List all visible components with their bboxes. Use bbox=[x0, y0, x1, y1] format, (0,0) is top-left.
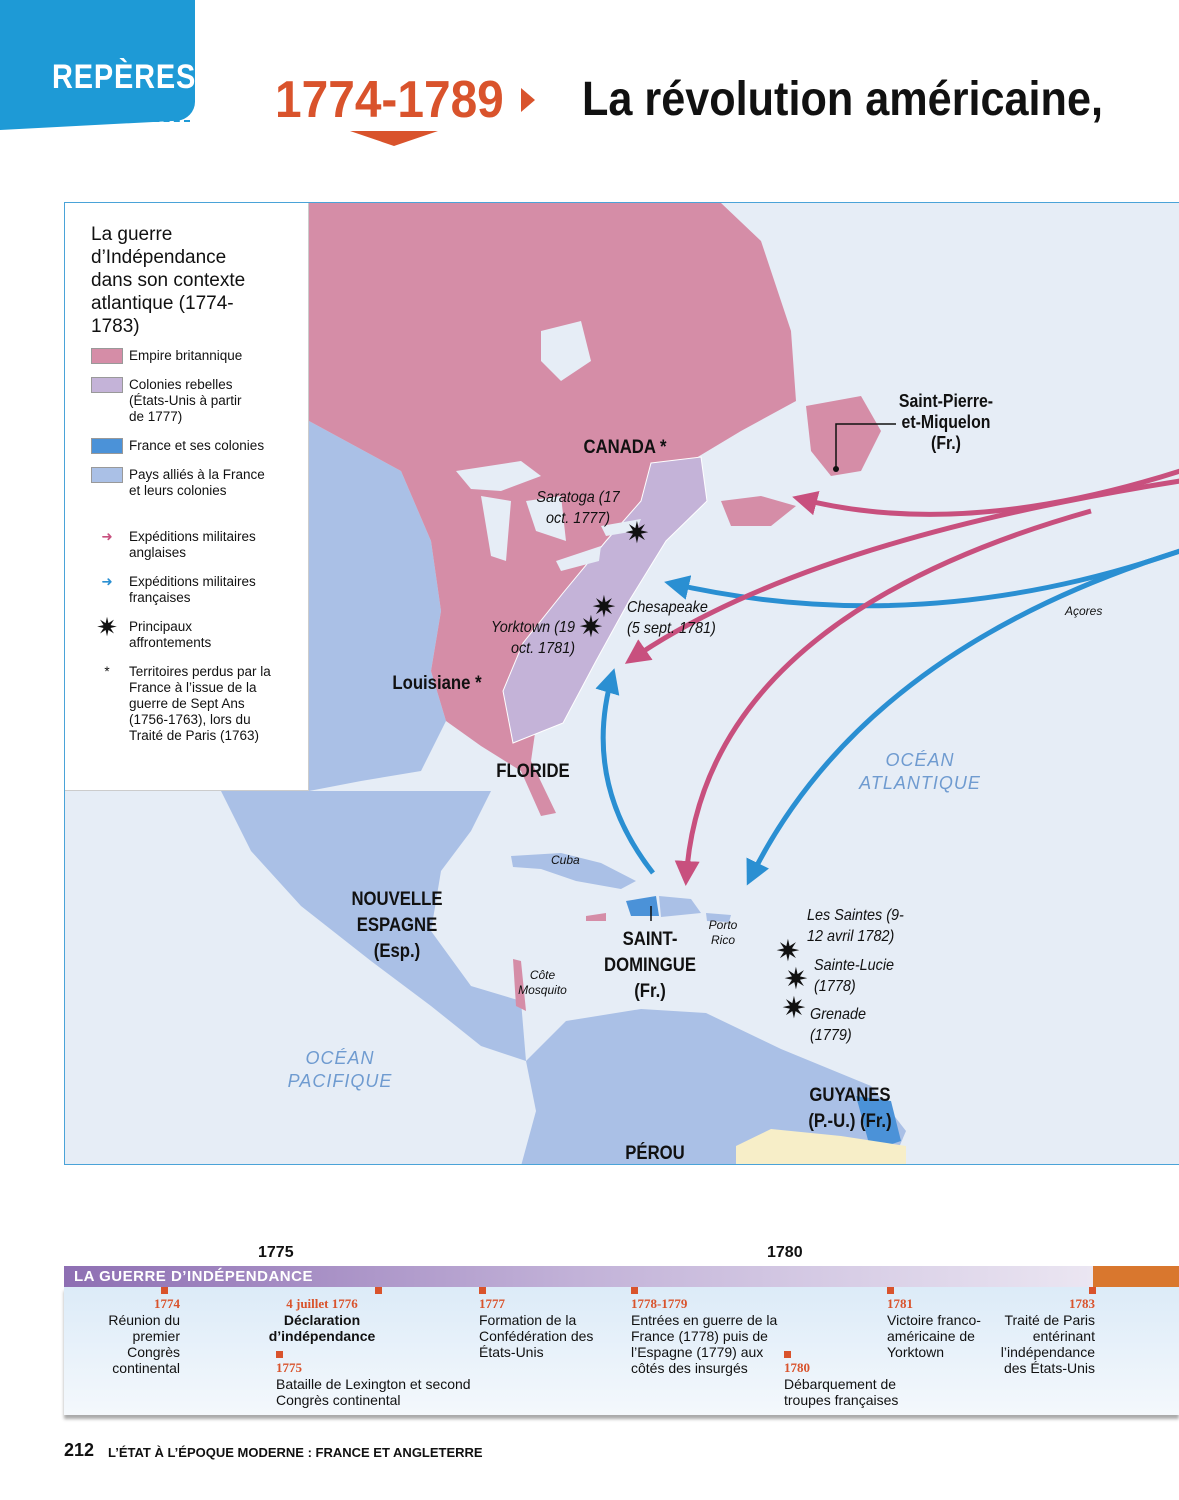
timeline-event: 1783 Traité de Paris entérinant l’indépen… bbox=[1000, 1296, 1095, 1376]
label-saratoga: Saratoga (17 oct. 1777) bbox=[536, 489, 620, 527]
timeline-event: 1775 Bataille de Lexington et second Cong… bbox=[276, 1360, 471, 1408]
map-legend: La guerre d’Indépendance dans son contex… bbox=[65, 203, 309, 791]
page-number: 212 bbox=[64, 1440, 95, 1460]
legend-title: La guerre d’Indépendance dans son contex… bbox=[91, 224, 246, 337]
triangle-down-icon bbox=[350, 131, 438, 146]
timeline-label: LA GUERRE D’INDÉPENDANCE bbox=[74, 1268, 313, 1285]
battle-star-icon: ✷ bbox=[96, 612, 118, 642]
timeline-bar-after bbox=[1093, 1266, 1179, 1287]
label-cote-mosquito: Côte Mosquito bbox=[518, 968, 567, 997]
battle-star-icon: ✷ bbox=[591, 591, 616, 624]
french-arrows bbox=[595, 548, 1179, 886]
swatch-allies bbox=[91, 467, 123, 483]
label-saint-pierre-miquelon: Saint-Pierre-et-Miquelon (Fr.) bbox=[898, 391, 994, 453]
legend-label: Principaux affrontements bbox=[129, 619, 212, 650]
legend-item: ✷ Principaux affrontements bbox=[91, 612, 308, 651]
swatch-british bbox=[91, 348, 123, 364]
label-porto-rico: Porto Rico bbox=[708, 918, 738, 947]
map: ✷ ✷ ✷ ✷ ✷ ✷ La guerre d’Indépendance dan… bbox=[64, 202, 1179, 1165]
legend-item: ➜ Expéditions militaires anglaises bbox=[91, 529, 308, 561]
battle-star-icon: ✷ bbox=[775, 935, 800, 968]
battle-star-icon: ✷ bbox=[624, 517, 649, 550]
timeline-event: 4 juillet 1776 Déclaration d’indépendance bbox=[268, 1296, 376, 1344]
label-canada: CANADA * bbox=[583, 437, 667, 458]
legend-label: Expéditions militaires françaises bbox=[129, 574, 256, 605]
legend-label: Pays alliés à la France et leurs colonie… bbox=[129, 467, 265, 498]
triangle-right-icon bbox=[521, 88, 535, 112]
timeline-tick-1780: 1780 bbox=[767, 1244, 803, 1261]
legend-label: Empire britannique bbox=[129, 348, 243, 363]
label-chesapeake: Chesapeake (5 sept. 1781) bbox=[627, 599, 716, 637]
legend-label: France et ses colonies bbox=[129, 438, 265, 453]
dashed-line bbox=[0, 120, 190, 122]
label-sainte-lucie: Sainte-Lucie (1778) bbox=[814, 957, 895, 995]
running-title: L’ÉTAT À L’ÉPOQUE MODERNE : FRANCE ET AN… bbox=[108, 1445, 483, 1460]
page-title: La révolution américaine, bbox=[582, 73, 1103, 126]
legend-item: France et ses colonies bbox=[91, 438, 308, 454]
swatch-france bbox=[91, 438, 123, 454]
land-portuguese-brazil bbox=[736, 1129, 906, 1164]
blue-arrow-icon: ➜ bbox=[101, 574, 113, 589]
land-hispaniola-east bbox=[659, 896, 701, 917]
label-ocean-pacifique: OCÉAN PACIFIQUE bbox=[287, 1048, 393, 1091]
legend-item: Colonies rebelles (États-Unis à partir d… bbox=[91, 377, 308, 425]
great-lakes bbox=[456, 321, 641, 571]
swatch-rebel bbox=[91, 377, 123, 393]
label-guyanes: GUYANES (P.-U.) (Fr.) bbox=[808, 1085, 892, 1132]
asterisk-icon: * bbox=[104, 664, 110, 679]
british-arrows bbox=[624, 468, 1179, 886]
label-les-saintes: Les Saintes (9-12 avril 1782) bbox=[807, 907, 904, 945]
battle-markers: ✷ ✷ ✷ ✷ ✷ ✷ bbox=[578, 517, 808, 1025]
battle-star-icon: ✷ bbox=[578, 611, 603, 644]
label-ocean-atlantique: OCÉAN ATLANTIQUE bbox=[859, 750, 981, 793]
legend-label: Territoires perdus par la France à l’iss… bbox=[129, 664, 271, 743]
legend-item: Pays alliés à la France et leurs colonie… bbox=[91, 467, 308, 499]
timeline-bar bbox=[64, 1266, 1093, 1287]
label-saint-domingue: SAINT-DOMINGUE (Fr.) bbox=[604, 929, 696, 1002]
label-perou: PÉROU bbox=[625, 1143, 685, 1164]
legend-item: Empire britannique bbox=[91, 348, 308, 364]
timeline-tick-1775: 1775 bbox=[258, 1244, 294, 1261]
timeline-event: 1780 Débarquement de troupes françaises bbox=[784, 1360, 899, 1408]
label-yorktown: Yorktown (19 oct. 1781) bbox=[490, 619, 575, 657]
battle-star-icon: ✷ bbox=[783, 963, 808, 996]
battle-star-icon: ✷ bbox=[781, 992, 806, 1025]
label-louisiane: Louisiane * bbox=[392, 673, 482, 694]
pink-arrow-icon: ➜ bbox=[101, 529, 113, 544]
timeline-body bbox=[64, 1287, 1179, 1415]
label-grenade: Grenade (1779) bbox=[810, 1006, 867, 1044]
legend-item: * Territoires perdus par la France à l’is… bbox=[91, 664, 308, 744]
label-acores: Açores bbox=[1065, 604, 1103, 618]
legend-label: Expéditions militaires anglaises bbox=[129, 529, 256, 560]
timeline-event: 1777 Formation de la Confédération des Ét… bbox=[479, 1296, 594, 1360]
timeline-event: 1774 Réunion du premier Congrès continent… bbox=[108, 1296, 180, 1376]
spm-leader-line bbox=[835, 423, 896, 469]
section-tab-label: REPÈRES bbox=[52, 58, 197, 96]
legend-item: ➜ Expéditions militaires françaises bbox=[91, 574, 308, 606]
label-cuba: Cuba bbox=[551, 853, 580, 867]
period-years: 1774-1789 bbox=[275, 71, 504, 129]
legend-label: Colonies rebelles (États-Unis à partir d… bbox=[129, 377, 242, 424]
timeline-event: 1781 Victoire franco-américaine de Yorkto… bbox=[887, 1296, 981, 1360]
label-nouvelle-espagne: NOUVELLE ESPAGNE (Esp.) bbox=[351, 889, 443, 962]
label-floride: FLORIDE bbox=[496, 761, 570, 782]
timeline-event: 1778-1779 Entrées en guerre de la France … bbox=[631, 1296, 778, 1376]
